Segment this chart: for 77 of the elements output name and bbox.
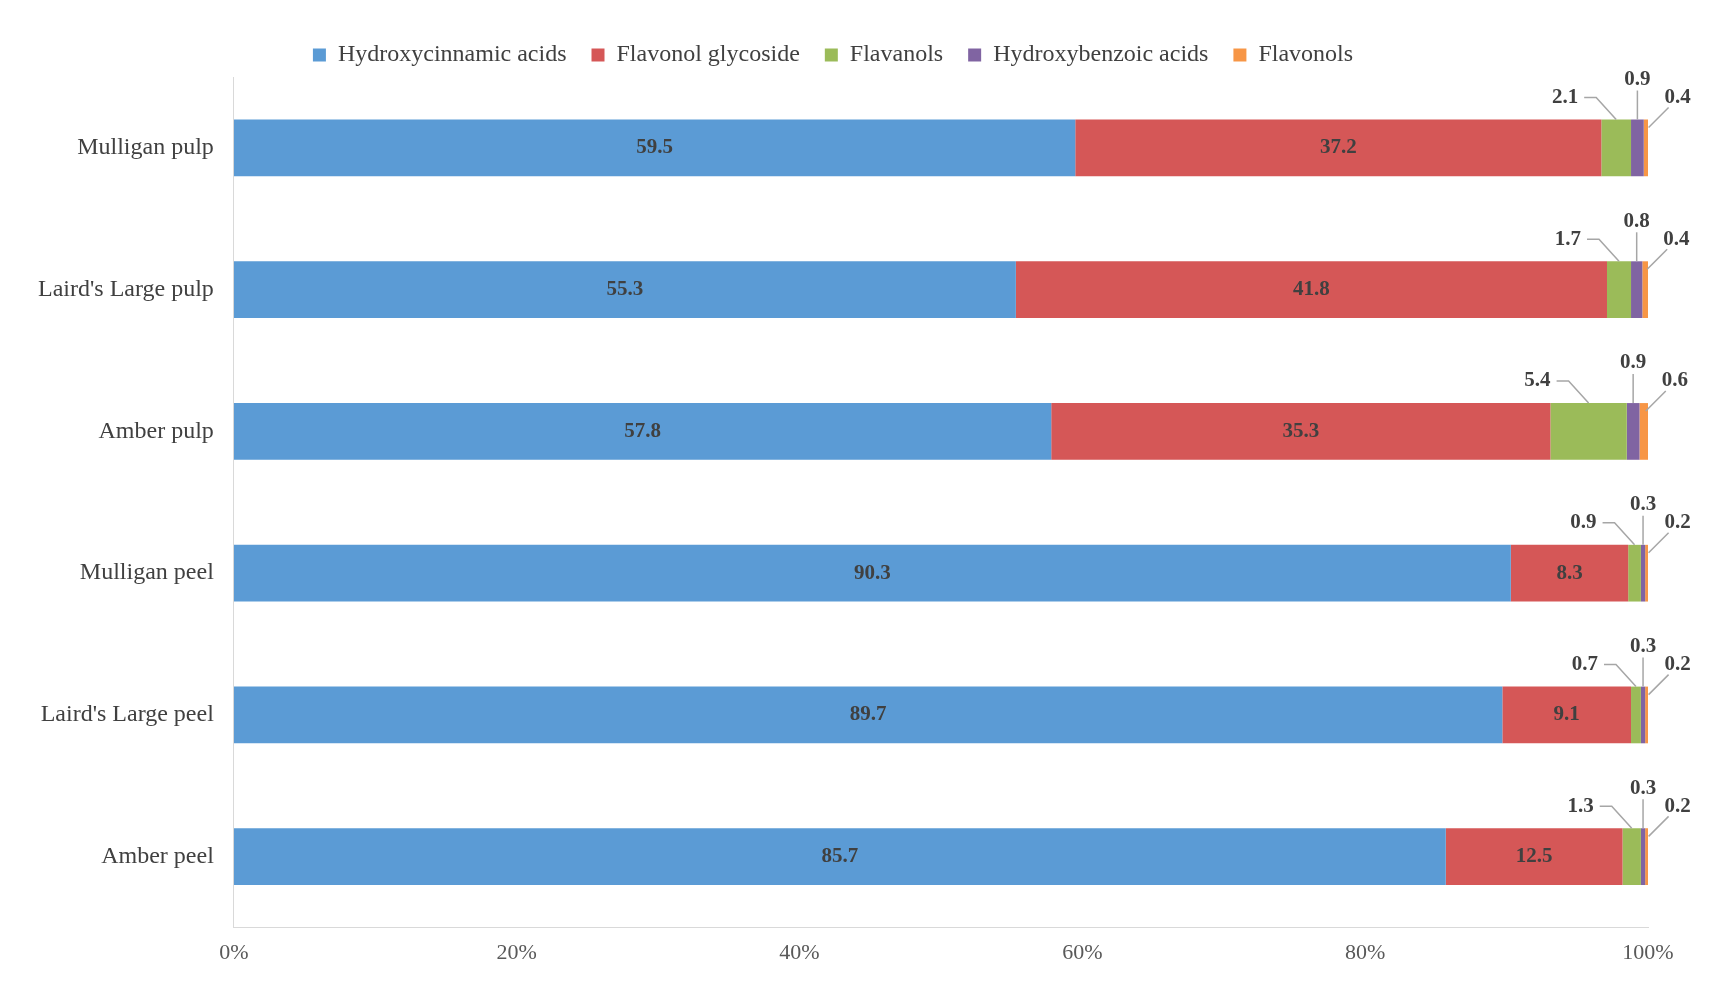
y-tick-label: Laird's Large peel xyxy=(40,700,215,727)
data-label: 41.8 xyxy=(1293,276,1330,301)
bar xyxy=(1640,544,1646,602)
bar xyxy=(1640,686,1646,744)
y-tick-label: Amber pulp xyxy=(98,416,214,443)
bar xyxy=(1631,261,1643,318)
bar xyxy=(233,828,1446,886)
data-label: 57.8 xyxy=(624,417,661,442)
legend-label: Flavonols xyxy=(1258,40,1354,67)
bar xyxy=(1645,828,1648,886)
y-tick-label: Mulligan pulp xyxy=(77,133,214,160)
y-tick-label: Mulligan peel xyxy=(79,558,215,585)
bar xyxy=(1502,686,1632,744)
data-label: 0.9 xyxy=(1620,349,1647,374)
data-label: 90.3 xyxy=(853,559,891,584)
y-tick-label: Amber peel xyxy=(101,842,215,869)
legend-label: Hydroxycinnamic acids xyxy=(337,40,567,67)
x-tick-label: 80% xyxy=(1345,938,1386,964)
bar xyxy=(1626,403,1640,460)
legend-label: Flavonol glycoside xyxy=(616,40,800,67)
bar xyxy=(1445,828,1623,886)
bar xyxy=(1640,828,1646,886)
data-label: 35.3 xyxy=(1282,417,1320,442)
bar xyxy=(1628,544,1641,602)
data-label: 0.3 xyxy=(1629,491,1657,516)
data-label: 0.2 xyxy=(1664,651,1691,676)
data-label: 0.3 xyxy=(1629,774,1657,799)
data-label: 0.9 xyxy=(1570,509,1597,534)
bar xyxy=(1550,403,1627,460)
bar xyxy=(233,119,1076,177)
x-tick-label: 0% xyxy=(219,938,249,964)
data-label: 9.1 xyxy=(1553,701,1580,726)
data-label: 0.6 xyxy=(1661,367,1689,392)
bar xyxy=(1639,403,1648,460)
x-tick-label: 40% xyxy=(779,938,820,964)
data-label: 89.7 xyxy=(849,701,887,726)
data-label: 0.8 xyxy=(1623,207,1650,232)
legend-label: Hydroxybenzoic acids xyxy=(993,40,1209,67)
bar xyxy=(1645,544,1648,602)
data-label: 0.4 xyxy=(1664,83,1692,108)
bar xyxy=(233,686,1503,744)
data-label: 0.9 xyxy=(1624,65,1651,90)
bar xyxy=(233,544,1511,602)
data-label: 2.1 xyxy=(1551,83,1579,108)
data-label: 1.7 xyxy=(1554,225,1582,250)
data-label: 0.7 xyxy=(1571,651,1598,676)
bar xyxy=(1075,119,1602,177)
legend-label: Flavanols xyxy=(849,40,944,67)
data-label: 8.3 xyxy=(1556,559,1583,584)
data-label: 12.5 xyxy=(1515,843,1553,868)
bar xyxy=(1510,544,1629,602)
x-tick-label: 60% xyxy=(1062,938,1103,964)
bar xyxy=(1601,119,1632,177)
data-label: 0.3 xyxy=(1629,633,1657,658)
bar xyxy=(233,261,1016,318)
data-label: 37.2 xyxy=(1319,134,1357,159)
data-label: 85.7 xyxy=(821,843,859,868)
bar xyxy=(1606,261,1632,318)
y-tick-label: Laird's Large pulp xyxy=(38,274,214,301)
bar xyxy=(1645,686,1648,744)
data-label: 5.4 xyxy=(1524,367,1552,392)
bar xyxy=(1643,119,1648,177)
data-label: 55.3 xyxy=(606,276,644,301)
data-label: 0.2 xyxy=(1664,509,1691,534)
data-label: 1.3 xyxy=(1567,792,1594,817)
bar xyxy=(233,403,1052,460)
bar xyxy=(1631,686,1641,744)
x-tick-label: 20% xyxy=(496,938,537,964)
bar xyxy=(1015,261,1607,318)
bar xyxy=(1622,828,1641,886)
data-label: 0.2 xyxy=(1664,792,1691,817)
bar xyxy=(1642,261,1648,318)
data-label: 59.5 xyxy=(636,134,673,159)
bar xyxy=(1051,403,1551,460)
x-tick-label: 100% xyxy=(1622,938,1674,964)
data-label: 0.4 xyxy=(1663,225,1690,250)
bar xyxy=(1631,119,1644,177)
